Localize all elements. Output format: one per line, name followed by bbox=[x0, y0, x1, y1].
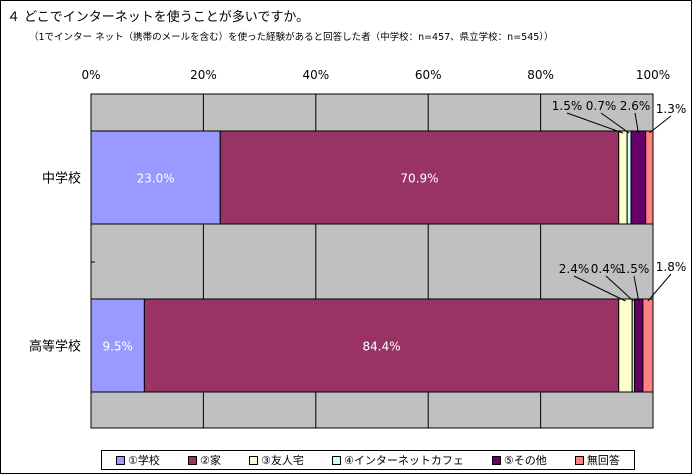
legend-label: ④インターネットカフェ bbox=[343, 454, 464, 467]
legend: ①学校 ②家 ③友人宅 ④インターネットカフェ ⑤その他 無回答 bbox=[101, 450, 635, 470]
legend-item: 無回答 bbox=[574, 452, 620, 468]
leader-line bbox=[573, 275, 626, 302]
x-tick-label: 100% bbox=[636, 68, 670, 82]
data-label: 0.4% bbox=[591, 262, 622, 276]
legend-swatch bbox=[331, 455, 341, 465]
legend-swatch bbox=[574, 455, 584, 465]
data-label: 2.4% bbox=[559, 262, 590, 276]
bar-segment bbox=[143, 298, 620, 393]
legend-swatch bbox=[248, 455, 258, 465]
legend-item: ③友人宅 bbox=[248, 452, 304, 468]
x-tick-label: 20% bbox=[190, 68, 217, 82]
legend-swatch bbox=[188, 455, 198, 465]
bar-segment bbox=[219, 130, 620, 225]
data-label: 70.9% bbox=[400, 172, 438, 186]
data-label: 0.7% bbox=[586, 99, 617, 113]
x-tick-label: 80% bbox=[527, 68, 554, 82]
legend-swatch bbox=[491, 455, 501, 465]
chart-subtitle: （1でインター ネット（携帯のメールを含む）を使った経験があると回答した者（中学… bbox=[29, 32, 554, 43]
legend-label: ③友人宅 bbox=[260, 454, 304, 467]
legend-item: ⑤その他 bbox=[491, 452, 547, 468]
data-label: 84.4% bbox=[362, 340, 400, 354]
leader-line bbox=[647, 273, 672, 302]
data-label: 2.6% bbox=[620, 99, 651, 113]
legend-label: ⑤その他 bbox=[503, 454, 547, 467]
data-label: 9.5% bbox=[102, 340, 133, 354]
x-tick-label: 60% bbox=[415, 68, 442, 82]
legend-label: ①学校 bbox=[128, 454, 160, 467]
leader-line bbox=[605, 275, 634, 302]
legend-item: ④インターネットカフェ bbox=[331, 452, 464, 468]
leader-line bbox=[634, 112, 639, 134]
chart-title: ４ どこでインターネットを使うことが多いですか。 bbox=[7, 10, 310, 25]
bar-segment bbox=[633, 298, 644, 393]
data-label: 23.0% bbox=[137, 172, 175, 186]
bar-segment bbox=[642, 298, 654, 393]
bar-segment bbox=[90, 298, 145, 393]
leader-line bbox=[649, 115, 672, 134]
legend-label: ②家 bbox=[200, 454, 221, 467]
data-label: 1.8% bbox=[656, 260, 687, 274]
bar-segment bbox=[626, 130, 632, 225]
data-label: 1.5% bbox=[619, 262, 650, 276]
legend-label: 無回答 bbox=[586, 454, 620, 467]
data-label: 1.3% bbox=[656, 102, 687, 116]
legend-item: ②家 bbox=[188, 452, 221, 468]
x-tick-label: 0% bbox=[81, 68, 100, 82]
bar-segment bbox=[630, 130, 647, 225]
bar-segment bbox=[645, 130, 654, 225]
category-label: 高等学校 bbox=[29, 339, 81, 355]
bar-segment bbox=[618, 298, 633, 393]
leader-line bbox=[633, 275, 640, 302]
leader-line bbox=[566, 112, 624, 134]
bar-segment bbox=[90, 130, 221, 225]
legend-swatch bbox=[116, 455, 126, 465]
category-label: 中学校 bbox=[42, 171, 81, 187]
x-tick-label: 40% bbox=[302, 68, 329, 82]
leader-line bbox=[600, 112, 630, 134]
legend-item: ①学校 bbox=[116, 452, 160, 468]
bar-segment bbox=[618, 130, 628, 225]
data-label: 1.5% bbox=[552, 99, 583, 113]
